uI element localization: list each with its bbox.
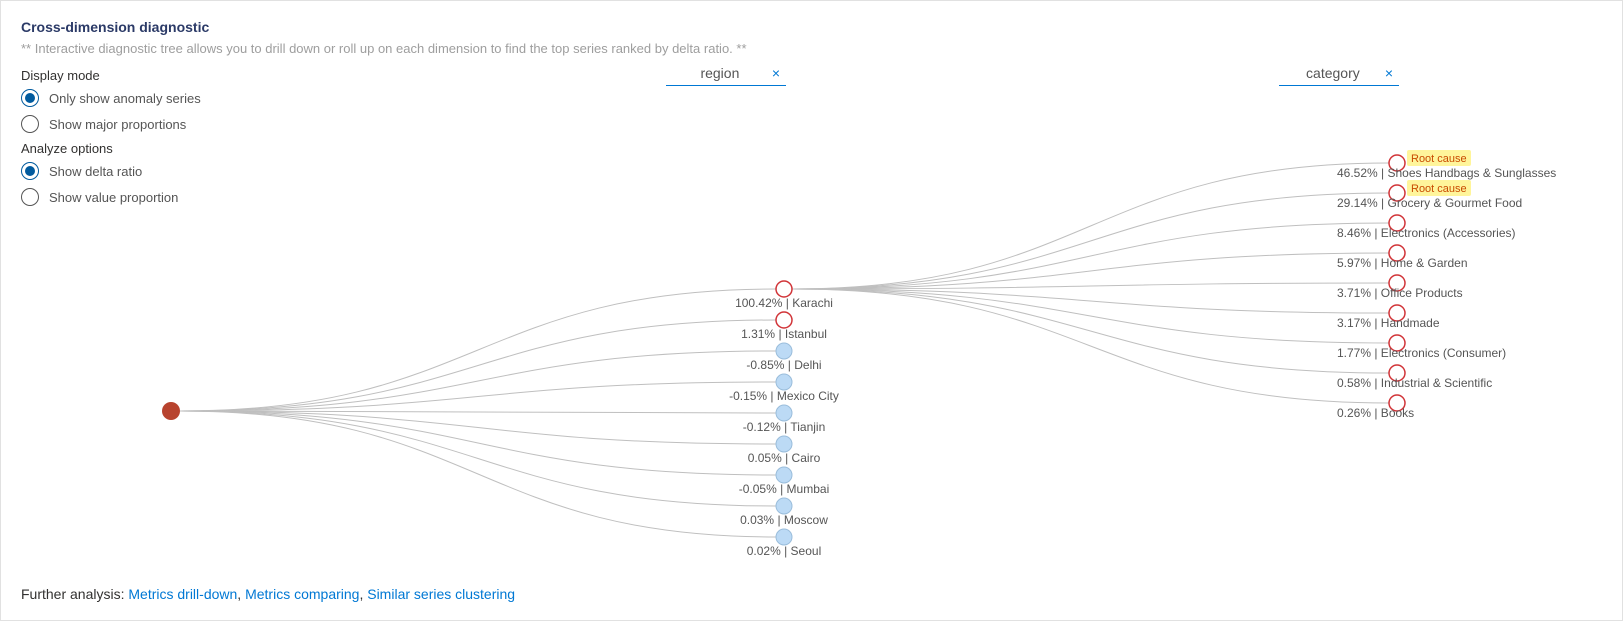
further-label: Further analysis: xyxy=(21,586,124,602)
tree-node-label: 29.14% | Grocery & Gourmet Food xyxy=(1337,196,1522,210)
tree-root-node[interactable] xyxy=(162,402,180,420)
tree-node-label: 3.17% | Handmade xyxy=(1337,316,1440,330)
tree-node[interactable] xyxy=(776,281,792,297)
tree-node[interactable] xyxy=(776,467,792,483)
link-drilldown[interactable]: Metrics drill-down xyxy=(128,586,237,602)
tree-node[interactable] xyxy=(776,405,792,421)
further-analysis: Further analysis: Metrics drill-down, Me… xyxy=(21,586,515,602)
tree-node-label: 1.77% | Electronics (Consumer) xyxy=(1337,346,1506,360)
tree-node-label: 5.97% | Home & Garden xyxy=(1337,256,1468,270)
tree-node[interactable] xyxy=(776,498,792,514)
tree-node[interactable] xyxy=(776,374,792,390)
tree-node-label: 100.42% | Karachi xyxy=(735,296,833,310)
diagnostic-panel: Cross-dimension diagnostic ** Interactiv… xyxy=(0,0,1623,621)
tree-node-label: 3.71% | Office Products xyxy=(1337,286,1463,300)
tree-node[interactable] xyxy=(776,529,792,545)
svg-text:Root cause: Root cause xyxy=(1411,183,1467,195)
link-clustering[interactable]: Similar series clustering xyxy=(367,586,515,602)
tree-node[interactable] xyxy=(776,312,792,328)
tree-node-label: -0.05% | Mumbai xyxy=(739,482,830,496)
tree-node-label: -0.85% | Delhi xyxy=(746,358,821,372)
root-cause-badge: Root cause xyxy=(1407,150,1471,166)
svg-text:Root cause: Root cause xyxy=(1411,153,1467,165)
tree-node-label: 0.26% | Books xyxy=(1337,406,1414,420)
tree-node[interactable] xyxy=(776,436,792,452)
tree-node-label: -0.15% | Mexico City xyxy=(729,389,839,403)
tree-node-label: -0.12% | Tianjin xyxy=(743,420,826,434)
tree-node-label: 46.52% | Shoes Handbags & Sunglasses xyxy=(1337,166,1556,180)
tree-node-label: 0.05% | Cairo xyxy=(748,451,821,465)
tree-node-label: 1.31% | Istanbul xyxy=(741,327,827,341)
root-cause-badge: Root cause xyxy=(1407,180,1471,196)
tree-node-label: 0.03% | Moscow xyxy=(740,513,828,527)
diagnostic-tree[interactable]: 100.42% | Karachi 1.31% | Istanbul -0.85% … xyxy=(1,1,1623,622)
tree-node[interactable] xyxy=(776,343,792,359)
link-comparing[interactable]: Metrics comparing xyxy=(245,586,359,602)
tree-node-label: 0.58% | Industrial & Scientific xyxy=(1337,376,1492,390)
tree-node-label: 8.46% | Electronics (Accessories) xyxy=(1337,226,1516,240)
tree-node-label: 0.02% | Seoul xyxy=(747,544,822,558)
